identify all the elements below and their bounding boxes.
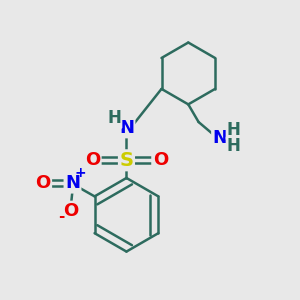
- Text: H: H: [227, 121, 241, 139]
- Text: O: O: [35, 174, 51, 192]
- Text: O: O: [153, 151, 168, 169]
- Text: H: H: [107, 110, 121, 128]
- Text: N: N: [65, 174, 80, 192]
- Text: +: +: [74, 166, 86, 180]
- Text: O: O: [63, 202, 79, 220]
- Text: -: -: [58, 209, 65, 224]
- Text: O: O: [85, 151, 100, 169]
- Text: S: S: [119, 151, 134, 170]
- Text: H: H: [227, 137, 241, 155]
- Text: N: N: [213, 129, 228, 147]
- Text: N: N: [119, 119, 134, 137]
